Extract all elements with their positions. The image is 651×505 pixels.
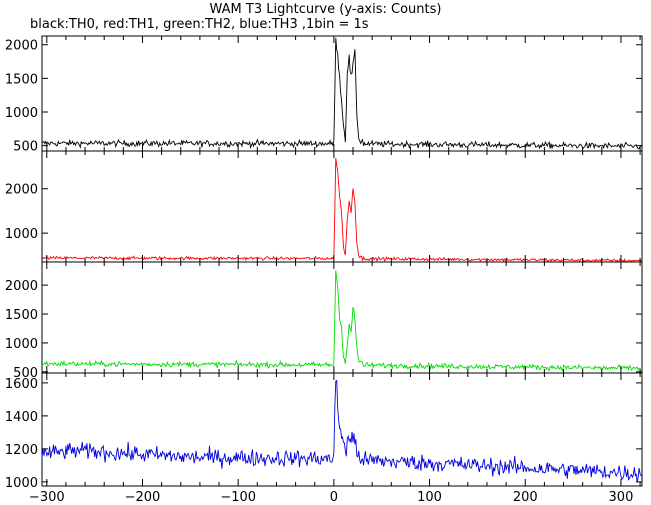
chart-subtitle: black:TH0, red:TH1, green:TH2, blue:TH3 …	[30, 17, 369, 32]
panel-th0: 500 1000 1500 2000	[5, 35, 643, 155]
y-tick-label: 1500	[5, 72, 38, 87]
panel-frame	[41, 372, 643, 487]
y-tick-label: 1200	[5, 443, 38, 458]
series-line-th1	[41, 158, 643, 264]
y-tick-label: 500	[13, 366, 38, 381]
x-tick-label: 200	[513, 490, 538, 505]
series-line-th3	[41, 379, 643, 483]
y-tick-label: 1400	[5, 410, 38, 425]
y-tick-label: 2000	[5, 279, 38, 294]
panel-th1: 1000 2000	[5, 150, 643, 264]
x-tick-label: −100	[220, 490, 256, 505]
x-tick-label: −300	[29, 490, 65, 505]
y-tick-label: 1000	[5, 337, 38, 352]
y-tick-label: 500	[13, 140, 38, 155]
y-tick-label: 1500	[5, 308, 38, 323]
x-tick-label: 0	[330, 490, 338, 505]
series-line-th0	[41, 37, 643, 150]
panel-th2: 500 1000 1500 2000	[5, 261, 643, 381]
panel-frame	[41, 150, 643, 263]
chart-title: WAM T3 Lightcurve (y-axis: Counts)	[209, 2, 442, 17]
x-tick-label: 100	[417, 490, 442, 505]
panel-th3: 1000 1200 1400 1600	[5, 372, 643, 491]
y-tick-label: 1000	[5, 476, 38, 491]
y-tick-label: 1000	[5, 227, 38, 242]
y-tick-label: 1000	[5, 106, 38, 121]
x-tick-label: −200	[125, 490, 161, 505]
series-line-th2	[41, 270, 643, 372]
panel-frame	[41, 261, 643, 374]
y-tick-label: 1600	[5, 377, 38, 392]
y-tick-label: 2000	[5, 39, 38, 54]
x-tick-label: 300	[609, 490, 634, 505]
panel-frame	[41, 35, 643, 152]
y-tick-label: 2000	[5, 183, 38, 198]
